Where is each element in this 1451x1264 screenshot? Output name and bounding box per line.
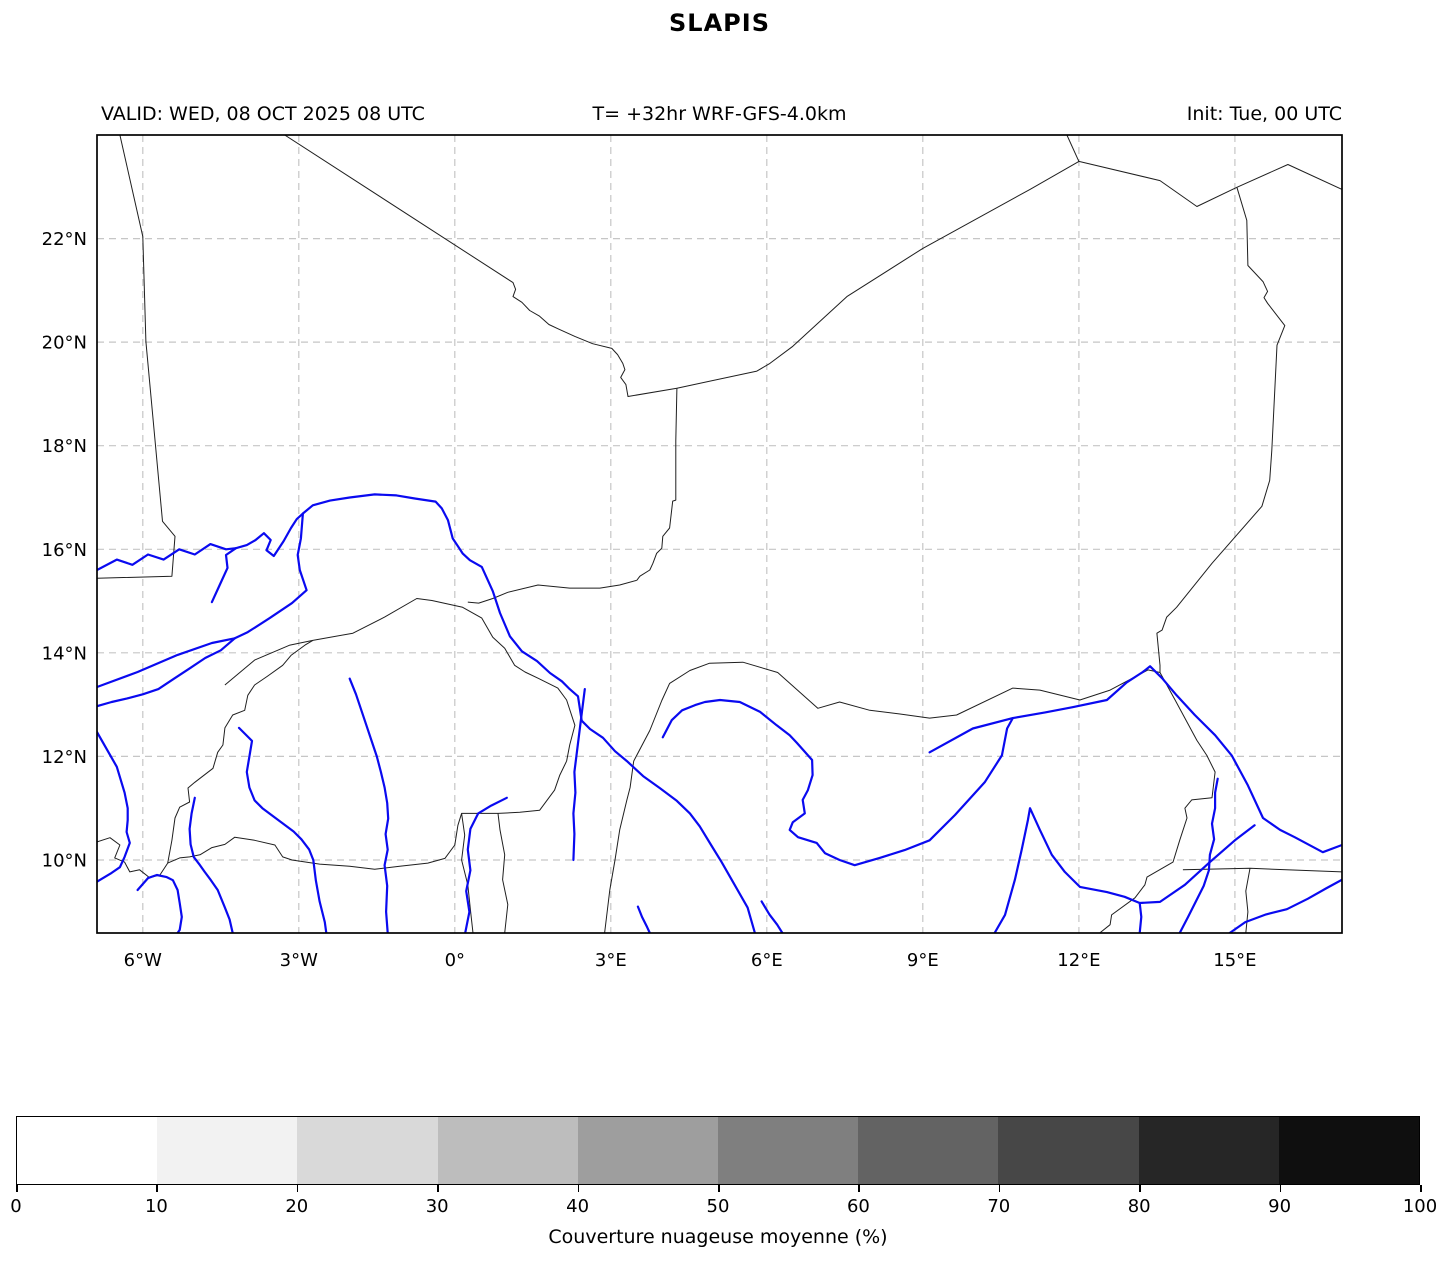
init-time-label: Init: Tue, 00 UTC [1186, 103, 1342, 125]
border-ghana-togo [461, 813, 474, 933]
x-tick-label: 6°E [751, 950, 783, 971]
map-frame [96, 134, 1343, 934]
colorbar-tick-mark [577, 1185, 580, 1192]
page-title: SLAPIS [669, 9, 770, 37]
colorbar-tick-mark [858, 1185, 860, 1192]
river-komadugu-yobe [928, 665, 1342, 854]
border-togo-benin [497, 813, 509, 933]
border-mauritania-mali [97, 135, 176, 579]
x-tick-label: 3°W [280, 950, 318, 971]
river-bagoe-arc [136, 873, 183, 933]
colorbar-segment [998, 1117, 1139, 1184]
x-tick-label: 12°E [1057, 950, 1100, 971]
y-tick-label: 18°N [42, 436, 87, 457]
x-tick-label: 9°E [907, 950, 939, 971]
border-algeria-mali [284, 135, 677, 397]
border-mali-burkina-west [167, 639, 314, 864]
river-dallol-bosso [572, 687, 586, 862]
y-tick-label: 16°N [42, 540, 87, 561]
river-mouhoun-black-volta [237, 726, 328, 933]
valid-time-label: VALID: WED, 08 OCT 2025 08 UTC [101, 103, 425, 125]
colorbar-tick-label: 100 [1402, 1196, 1438, 1217]
river-comoe [188, 796, 234, 933]
x-tick-label: 15°E [1213, 950, 1256, 971]
river-okpara-head [636, 905, 651, 933]
river-oti [464, 796, 508, 933]
river-nakambe-white-volta [348, 677, 390, 933]
x-tick-label: 0° [445, 950, 465, 971]
y-tick-label: 22°N [42, 229, 87, 250]
colorbar-tick-label: 90 [1268, 1196, 1292, 1217]
river-hadejia [993, 807, 1256, 933]
border-mali-niger-vertical [636, 388, 678, 581]
river-bani [97, 637, 236, 708]
river-chari [1178, 777, 1219, 933]
border-mali-niger-west [467, 579, 637, 604]
colorbar-tick-label: 40 [566, 1196, 590, 1217]
colorbar-tick-mark [1139, 1185, 1141, 1192]
colorbar-tick-label: 20 [285, 1196, 309, 1217]
river-hadejia-south-branch [1138, 901, 1143, 933]
river-kaduna-head [760, 900, 784, 933]
border-burkina-south-ghana [167, 760, 568, 870]
x-tick-label: 3°E [595, 950, 627, 971]
colorbar-tick-mark [296, 1185, 299, 1192]
river-baoule [97, 730, 131, 883]
colorbar-tick-label: 60 [846, 1196, 870, 1217]
colorbar-tick-label: 10 [144, 1196, 168, 1217]
colorbar-segment [17, 1117, 158, 1184]
border-libya-niger-chad [1078, 160, 1342, 207]
colorbar-tick-mark [437, 1185, 439, 1192]
river-niger [97, 493, 757, 933]
colorbar-segment [1278, 1117, 1420, 1184]
colorbar [16, 1116, 1420, 1185]
colorbar-tick-label: 0 [10, 1196, 22, 1217]
colorbar-tick-mark [1279, 1185, 1282, 1192]
y-tick-label: 10°N [42, 851, 87, 872]
colorbar-tick-mark [156, 1185, 158, 1192]
colorbar-segment [858, 1117, 999, 1184]
y-tick-label: 12°N [42, 747, 87, 768]
colorbar-segment [577, 1117, 719, 1184]
river-sokoto-rima [661, 698, 1014, 867]
colorbar-tick-label: 70 [987, 1196, 1011, 1217]
colorbar-segment [718, 1117, 859, 1184]
border-niger-nigeria [633, 661, 1161, 762]
forecast-model-label: T= +32hr WRF-GFS-4.0km [592, 103, 847, 125]
colorbar-segment [297, 1117, 438, 1184]
river-niger-delta-west-branch [210, 512, 304, 604]
colorbar-segment [157, 1117, 298, 1184]
colorbar-tick-label: 80 [1127, 1196, 1151, 1217]
x-tick-label: 6°W [124, 950, 162, 971]
river-delta-lakes [97, 542, 237, 572]
colorbar-tick-label: 50 [706, 1196, 730, 1217]
border-algeria-niger [676, 160, 1080, 389]
border-niger-chad [1156, 187, 1286, 673]
colorbar-tick-mark [16, 1185, 18, 1192]
colorbar-tick-mark [998, 1185, 1001, 1192]
colorbar-label: Couverture nuageuse moyenne (%) [548, 1226, 888, 1248]
y-tick-label: 20°N [42, 333, 87, 354]
border-chad-cameroon-east [1182, 867, 1342, 873]
border-benin-nigeria [604, 761, 635, 933]
border-cote-divoire-mali [97, 837, 169, 879]
colorbar-tick-mark [1420, 1185, 1422, 1192]
colorbar-tick-label: 30 [425, 1196, 449, 1217]
border-burkina-north [224, 598, 576, 762]
colorbar-segment [437, 1117, 578, 1184]
y-tick-label: 14°N [42, 643, 87, 664]
border-algeria-libya [1066, 135, 1080, 162]
colorbar-tick-mark [718, 1185, 720, 1192]
border-cameroon-chad-south [1245, 868, 1251, 933]
colorbar-segment [1138, 1117, 1279, 1184]
river-se-corner-river [1228, 878, 1342, 933]
border-nigeria-chad-cameroon [1099, 672, 1216, 933]
